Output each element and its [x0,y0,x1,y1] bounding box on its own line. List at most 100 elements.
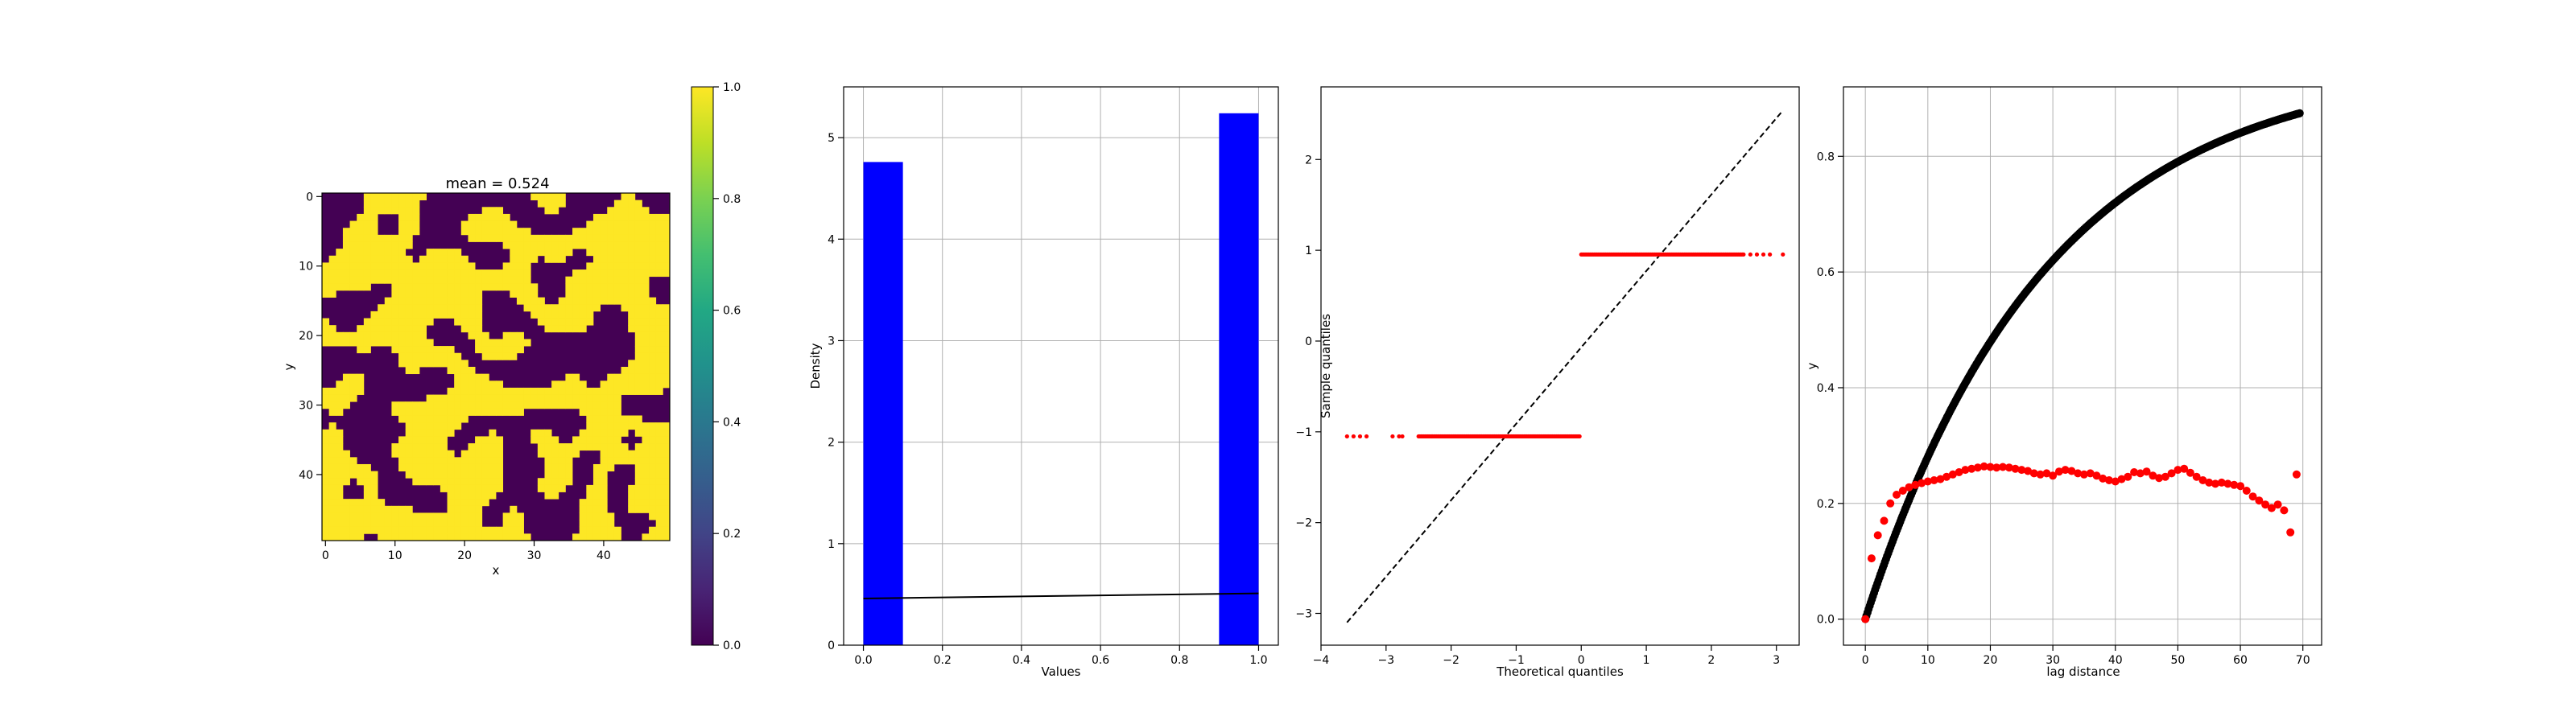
heatmap-cells [322,193,671,541]
heatmap-cell [592,401,601,409]
heatmap-cell [496,387,504,395]
heatmap-cell [586,249,594,257]
heatmap-cell [447,478,455,486]
heatmap-cell [634,200,642,208]
heatmap-cell [475,269,483,278]
heatmap-cell [412,262,420,270]
histogram-x-label: Values [1041,664,1080,679]
heatmap-y-tick-label: 0 [306,191,313,204]
heatmap-cell [642,220,650,228]
heatmap-cell [642,276,650,284]
heatmap-cell [426,401,434,409]
heatmap-cell [468,234,476,242]
heatmap-cell [336,381,344,389]
heatmap-cell [460,478,469,486]
heatmap-cell [613,394,621,402]
heatmap-cell [363,346,371,354]
heatmap-cell [544,241,552,249]
heatmap-cell [516,269,524,278]
heatmap-cell [523,304,531,312]
heatmap-cell [440,415,448,423]
heatmap-cell [558,234,566,242]
heatmap-cell [579,443,587,451]
heatmap-cell [634,422,642,430]
heatmap-cell [489,207,497,215]
heatmap-cell [454,290,462,298]
heatmap-cell [405,360,413,368]
heatmap-cell [412,220,420,228]
heatmap-cell [460,262,469,270]
heatmap-cell [600,220,608,228]
variogram-empirical-point [2099,474,2107,483]
heatmap-cell [592,408,601,416]
heatmap-cell [516,512,524,520]
heatmap-cell [405,207,413,215]
heatmap-cell [460,304,469,312]
heatmap-cell [357,255,365,263]
heatmap-cell [530,387,539,395]
heatmap-cell [370,520,378,528]
heatmap-cell [426,471,434,479]
heatmap-cell [349,526,357,534]
histogram-x-ticks: 0.0 0.2 0.4 0.6 0.8 1.0 [854,645,1268,667]
heatmap-cell [378,207,386,215]
heatmap-cell [398,450,407,458]
heatmap-cell [398,457,407,465]
heatmap-cell [460,220,469,228]
heatmap-cell [342,471,350,479]
heatmap-cell [475,533,483,541]
heatmap-cell [433,443,441,451]
heatmap-cell [634,290,642,298]
heatmap-cell [412,443,420,451]
heatmap-cell [481,220,489,228]
heatmap-cell [447,290,455,298]
heatmap-cell [328,478,336,486]
heatmap-cell [634,234,642,242]
heatmap-cell [510,269,518,278]
heatmap-cell [440,484,448,492]
variogram-empirical-points [1861,462,2301,623]
histogram-bars [863,113,1259,646]
heatmap-title: mean = 0.524 [445,175,549,192]
heatmap-cell [440,249,448,257]
variogram-empirical-point [2155,474,2164,483]
heatmap-cell [642,255,650,263]
heatmap-cell [363,471,371,479]
heatmap-cell [481,463,489,471]
heatmap-cell [328,457,336,465]
variogram-empirical-point [2248,492,2257,501]
heatmap-cell [592,297,601,305]
heatmap-cell [460,290,469,298]
heatmap-cell [426,463,434,471]
heatmap-cell [592,276,601,284]
heatmap-cell [523,387,531,395]
heatmap-cell [468,450,476,458]
heatmap-cell [440,297,448,305]
heatmap-cell [447,520,455,528]
heatmap-cell [600,526,608,534]
heatmap-cell [523,276,531,284]
heatmap-cell [592,443,601,451]
heatmap-cell [537,401,545,409]
histogram-y-tick-label: 5 [828,132,835,145]
variogram-empirical-point [2292,470,2301,479]
heatmap-cell [655,463,663,471]
heatmap-cell [565,471,573,479]
heatmap-cell [468,478,476,486]
heatmap-cell [405,457,413,465]
heatmap-cell [336,387,344,395]
heatmap-cell [481,346,489,354]
heatmap-cell [454,499,462,507]
heatmap-cell [398,269,407,278]
heatmap-cell [370,526,378,534]
heatmap-cell [551,492,559,500]
heatmap-cell [460,484,469,492]
variogram-empirical-point [1930,476,1938,484]
histogram-x-tick-label: 0.6 [1092,654,1109,667]
heatmap-cell [607,213,615,221]
heatmap-cell [607,276,615,284]
variogram-y-tick-label: 0.0 [1817,614,1835,627]
heatmap-cell [642,283,650,291]
heatmap-cell [655,367,663,375]
heatmap-cell [496,408,504,416]
